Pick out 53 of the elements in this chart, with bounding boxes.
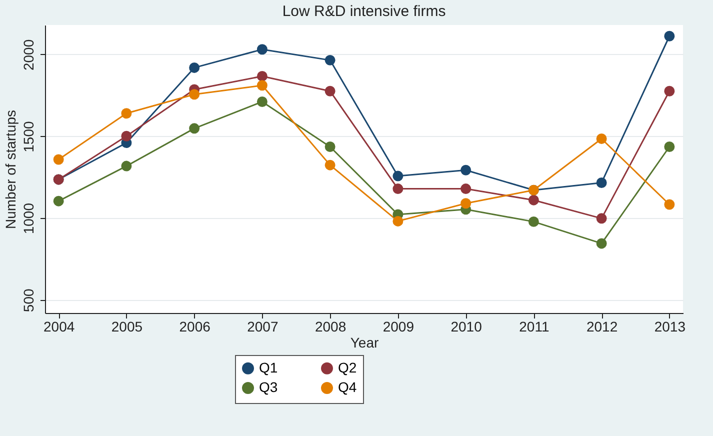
point bbox=[664, 199, 675, 210]
legend-label: Q3 bbox=[259, 379, 278, 395]
y-tick-label: 2000 bbox=[20, 39, 36, 71]
point bbox=[460, 184, 472, 194]
x-tick-label: 2009 bbox=[382, 318, 414, 334]
point bbox=[324, 86, 336, 96]
point bbox=[324, 54, 336, 66]
x-tick-label: 2013 bbox=[654, 318, 686, 334]
chart-title: Low R&D intensive firms bbox=[282, 3, 446, 20]
x-axis-title: Year bbox=[350, 334, 379, 350]
point bbox=[528, 216, 539, 227]
legend-label: Q4 bbox=[338, 379, 357, 395]
point bbox=[528, 194, 539, 206]
y-tick-label: 500 bbox=[20, 288, 36, 312]
point bbox=[392, 170, 404, 182]
point bbox=[256, 44, 268, 55]
point bbox=[53, 196, 64, 206]
point bbox=[460, 164, 472, 176]
point bbox=[392, 184, 404, 194]
point bbox=[324, 142, 336, 152]
point bbox=[324, 160, 336, 170]
x-tick-label: 2004 bbox=[43, 318, 75, 334]
x-tick-label: 2007 bbox=[247, 318, 278, 334]
x-tick-label: 2012 bbox=[586, 318, 618, 334]
x-tick-label: 2008 bbox=[314, 318, 346, 334]
point bbox=[121, 130, 132, 142]
x-tick-label: 2005 bbox=[111, 318, 143, 334]
point bbox=[596, 178, 607, 188]
y-tick-label: 1000 bbox=[20, 202, 36, 234]
point bbox=[596, 133, 607, 144]
point bbox=[664, 30, 675, 42]
point bbox=[256, 80, 268, 91]
y-axis-title: Number of startups bbox=[2, 110, 18, 230]
point bbox=[121, 108, 132, 119]
point bbox=[664, 86, 675, 96]
point bbox=[189, 123, 200, 134]
point bbox=[596, 238, 607, 249]
point bbox=[121, 160, 132, 172]
point bbox=[664, 142, 675, 152]
point bbox=[460, 198, 472, 209]
y-tick-label: 1500 bbox=[20, 120, 36, 152]
x-tick-label: 2006 bbox=[179, 318, 211, 334]
point bbox=[256, 70, 268, 82]
x-tick-label: 2011 bbox=[519, 318, 550, 334]
legend-label: Q1 bbox=[259, 359, 278, 376]
point bbox=[53, 154, 64, 165]
legend-label: Q2 bbox=[338, 359, 357, 376]
point bbox=[596, 213, 607, 224]
point bbox=[189, 62, 200, 73]
point bbox=[256, 96, 268, 107]
point bbox=[189, 89, 200, 100]
point bbox=[392, 216, 404, 226]
x-tick-label: 2010 bbox=[450, 318, 482, 334]
